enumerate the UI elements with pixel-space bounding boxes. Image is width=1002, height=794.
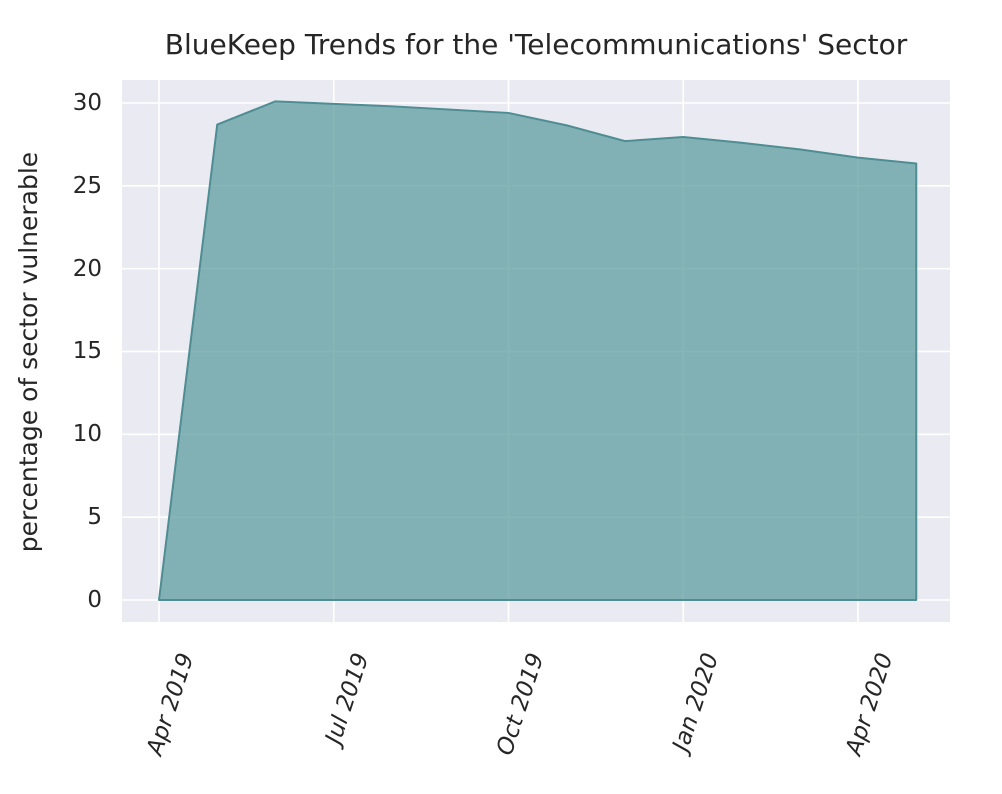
y-tick-label: 15 xyxy=(72,338,102,365)
x-tick-label: Apr 2019 xyxy=(142,650,200,759)
y-tick-label: 30 xyxy=(72,89,102,116)
area-series xyxy=(158,100,918,601)
y-tick-label: 5 xyxy=(87,504,102,531)
y-tick-label: 25 xyxy=(72,172,102,199)
x-tick-label: Apr 2020 xyxy=(841,650,899,759)
y-tick-label: 0 xyxy=(87,587,102,613)
x-tick-label: Jan 2020 xyxy=(667,650,724,755)
area-chart-svg xyxy=(122,80,950,622)
y-tick-label: 10 xyxy=(72,421,102,448)
chart-title: BlueKeep Trends for the 'Telecommunicati… xyxy=(164,28,908,61)
x-tick-label: Oct 2019 xyxy=(491,650,550,759)
x-tick-label: Jul 2019 xyxy=(320,650,375,748)
plot-area xyxy=(122,80,950,622)
y-tick-label: 20 xyxy=(72,255,102,282)
